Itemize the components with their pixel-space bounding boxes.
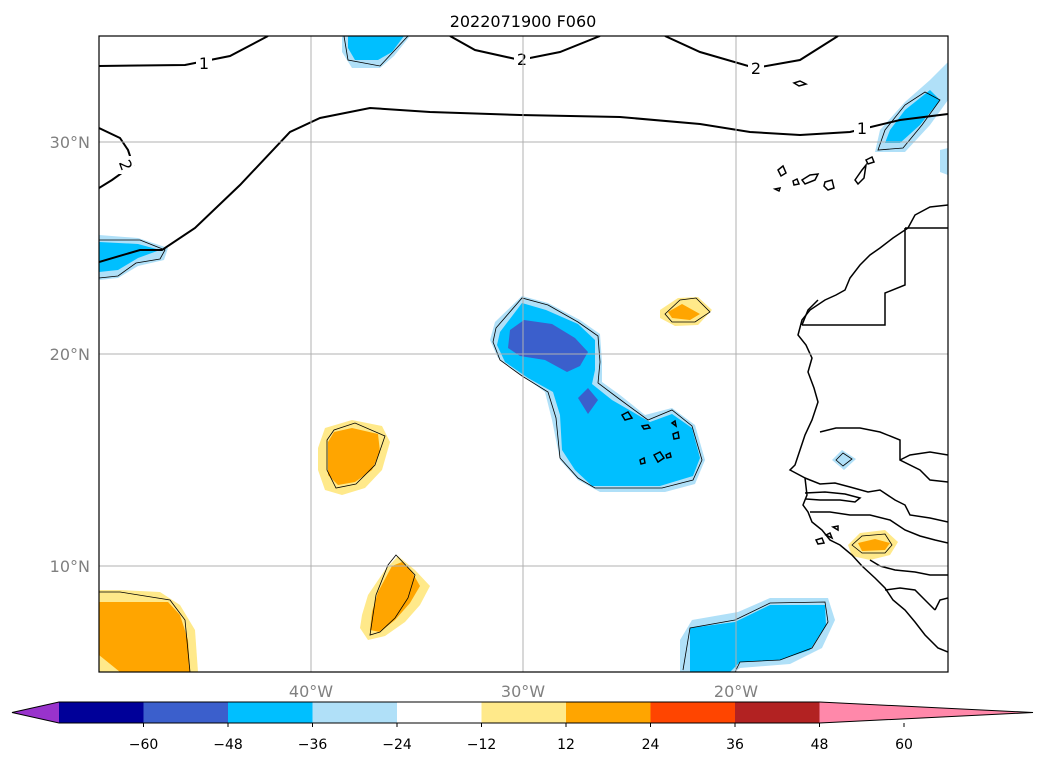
lon-tick-label: 30°W	[501, 682, 545, 701]
anomaly-orange-southwest	[99, 602, 190, 672]
colorbar-tick-label: 36	[726, 737, 744, 753]
anomaly-orange-africa	[858, 539, 890, 551]
contour-label: 2	[517, 50, 527, 69]
colorbar-extend-max	[819, 702, 1033, 723]
colorbar-segment	[397, 702, 482, 723]
coastlines	[620, 80, 948, 653]
contour-labels: 1 2 2 1 2	[115, 50, 870, 174]
anomaly-light-blue-east	[940, 148, 948, 175]
map-title: 2022071900 F060	[450, 12, 597, 31]
colorbar-outline	[11, 701, 1034, 724]
colorbar-tick-label: −36	[298, 737, 328, 753]
cape-verde	[620, 411, 680, 465]
africa-coast	[788, 204, 948, 653]
canary-islands	[772, 162, 868, 193]
madeira	[792, 80, 809, 87]
anomaly-blue-northeast	[885, 90, 940, 143]
anomaly-orange-west	[328, 428, 380, 485]
anomaly-light-blue-senegal	[832, 450, 856, 470]
lat-tick-labels: 10°N 20°N 30°N	[50, 133, 90, 576]
map-content: 1 2 2 1 2	[99, 36, 948, 672]
guinea-south	[869, 559, 948, 576]
fill-positive-orange	[99, 304, 890, 672]
anomaly-orange-east-center	[668, 304, 700, 320]
mali-border	[899, 451, 948, 461]
lon-tick-labels: 40°W 30°W 20°W	[289, 682, 758, 701]
colorbar-tick-label: 12	[557, 737, 575, 753]
colorbar-tick-label: −12	[467, 737, 497, 753]
fill-negative-dark	[508, 320, 598, 414]
lat-tick-label: 20°N	[50, 345, 90, 364]
anomaly-outlines	[99, 36, 941, 672]
sierra-leone	[884, 587, 936, 611]
colorbar-extend-min	[12, 702, 59, 723]
contour-1-main	[99, 106, 948, 263]
colorbar-segment	[481, 702, 567, 723]
colorbar-tick-label: 60	[895, 737, 913, 753]
senegal-border	[804, 477, 948, 523]
anomaly-dark-blue-core	[508, 320, 588, 372]
lon-tick-label: 20°W	[714, 682, 758, 701]
colorbar-tick-label: −24	[382, 737, 412, 753]
sahara-border	[801, 299, 819, 326]
colorbar-segment	[650, 702, 736, 723]
mauritania-south-border	[819, 427, 948, 483]
algeria-border	[802, 228, 906, 326]
map-frame	[98, 35, 949, 673]
colorbar-tick-label: −48	[213, 737, 243, 753]
bissagos	[814, 525, 839, 545]
liberia	[934, 597, 948, 611]
anomaly-orange-south-center	[370, 562, 420, 632]
colorbar: −60 −48 −36 −24 −12 12 24 36 48 60	[11, 701, 1034, 753]
colorbar-segment	[228, 702, 313, 723]
lat-tick-label: 30°N	[50, 133, 90, 152]
contour-label: 1	[857, 119, 867, 138]
contour-1-upper	[99, 36, 269, 67]
colorbar-tick-label: 24	[642, 737, 660, 753]
colorbar-segment	[59, 702, 144, 723]
lon-tick-label: 40°W	[289, 682, 333, 701]
colorbar-segment	[566, 702, 651, 723]
contour-label: 2	[751, 59, 761, 78]
colorbar-tick-label: −60	[129, 737, 159, 753]
colorbar-tick-label: 48	[811, 737, 829, 753]
contour-label: 1	[199, 54, 209, 73]
anomaly-blue-north	[348, 36, 404, 60]
anomaly-dark-blue-small	[578, 388, 598, 414]
lat-tick-label: 10°N	[50, 557, 90, 576]
colorbar-segment	[735, 702, 820, 723]
guinea-border	[810, 511, 948, 544]
gambia	[804, 491, 862, 503]
colorbar-segment	[312, 702, 398, 723]
gridlines	[99, 36, 948, 672]
colorbar-segment	[143, 702, 229, 723]
azores-small	[864, 155, 875, 165]
